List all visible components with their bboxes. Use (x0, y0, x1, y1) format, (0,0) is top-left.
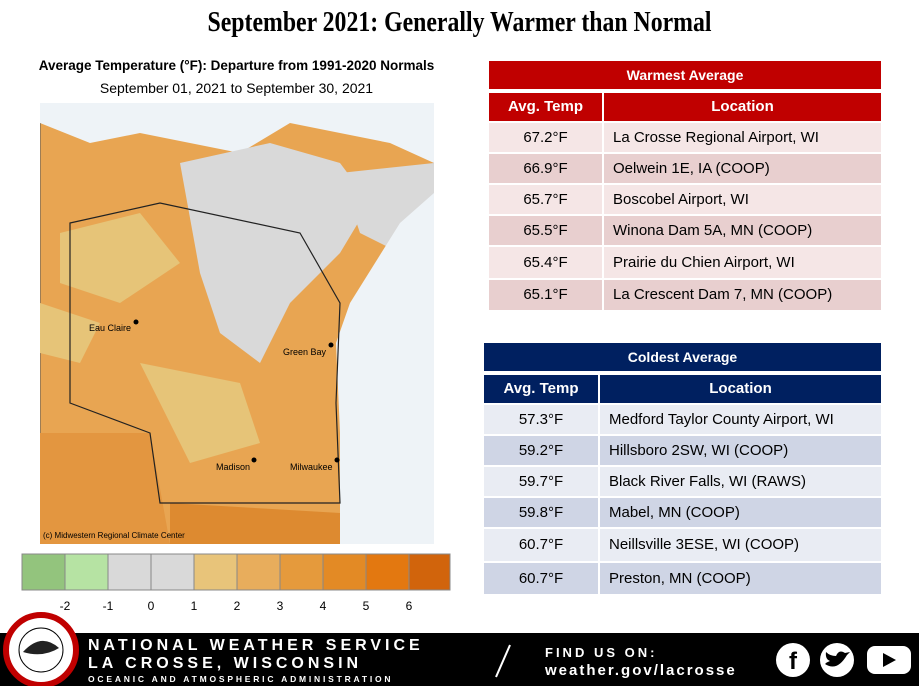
table-row: 66.9°F Oelwein 1E, IA (COOP) (489, 152, 881, 183)
legend-label: -2 (60, 599, 71, 613)
city: Eau Claire (89, 323, 131, 333)
avg-temp: 59.8°F (484, 498, 600, 527)
table-row: 65.7°F Boscobel Airport, WI (489, 183, 881, 214)
legend-label: -1 (103, 599, 114, 613)
col-header: Location (709, 380, 772, 397)
legend-label: 0 (148, 599, 155, 613)
avg-temp: 57.3°F (484, 405, 600, 434)
avg-temp: 65.1°F (489, 280, 604, 310)
location: Mabel, MN (COOP) (609, 504, 740, 521)
warmest-table: Warmest Average Avg. Temp Location 67.2°F… (489, 61, 881, 310)
legend-label: 4 (320, 599, 327, 613)
table-row: 65.1°F La Crescent Dam 7, MN (COOP) (489, 278, 881, 310)
coldest-table: Coldest Average Avg. Temp Location 57.3°F… (484, 343, 881, 594)
location: Black River Falls, WI (RAWS) (609, 473, 806, 490)
avg-temp: 65.4°F (489, 247, 604, 278)
avg-temp: 60.7°F (484, 563, 600, 594)
legend-label: 2 (234, 599, 241, 613)
table-row: 59.8°F Mabel, MN (COOP) (484, 496, 881, 527)
city: Milwaukee (290, 462, 333, 472)
avg-temp: 65.7°F (489, 185, 604, 214)
avg-temp: 59.7°F (484, 467, 600, 496)
table-row: 57.3°F Medford Taylor County Airport, WI (484, 403, 881, 434)
credit: (c) Midwestern Regional Climate Center (43, 531, 185, 540)
table-row: 65.4°F Prairie du Chien Airport, WI (489, 245, 881, 278)
table-row: 67.2°F La Crosse Regional Airport, WI (489, 121, 881, 152)
divider (495, 644, 511, 678)
map-subtitle: September 01, 2021 to September 30, 2021 (99, 80, 374, 96)
avg-temp: 59.2°F (484, 436, 600, 465)
location: Neillsville 3ESE, WI (COOP) (609, 536, 800, 553)
legend-label: 6 (406, 599, 413, 613)
nws-logo (3, 612, 79, 686)
location: Winona Dam 5A, MN (COOP) (613, 222, 813, 239)
title: September 2021: Generally Warmer than No… (207, 6, 712, 38)
map: Eau Claire Green Bay Madison Milwaukee (… (40, 103, 434, 544)
table-title: Warmest Average (489, 61, 881, 89)
location: La Crescent Dam 7, MN (COOP) (613, 286, 833, 303)
avg-temp: 60.7°F (484, 529, 600, 561)
table-row: 60.7°F Neillsville 3ESE, WI (COOP) (484, 527, 881, 561)
avg-temp: 67.2°F (489, 123, 604, 152)
find-us: FIND US ON: (545, 645, 658, 660)
location: Preston, MN (COOP) (609, 570, 751, 587)
legend: -2 -1 0 1 2 3 4 5 6 (21, 553, 451, 613)
footer: NATIONAL WEATHER SERVICE LA CROSSE, WISC… (0, 633, 919, 686)
col-header: Avg. Temp (484, 375, 600, 403)
col-header: Avg. Temp (489, 93, 604, 121)
city: Madison (216, 462, 250, 472)
social-icons: f (776, 643, 911, 677)
agency: NATIONAL WEATHER SERVICE (88, 637, 424, 654)
legend-label: 5 (363, 599, 370, 613)
location: Prairie du Chien Airport, WI (613, 254, 795, 271)
url: weather.gov/lacrosse (545, 662, 737, 679)
location: Medford Taylor County Airport, WI (609, 411, 834, 428)
table-title: Coldest Average (484, 343, 881, 371)
table-row: 59.7°F Black River Falls, WI (RAWS) (484, 465, 881, 496)
svg-text:f: f (789, 648, 798, 675)
col-header: Location (711, 98, 774, 115)
city: Green Bay (283, 347, 327, 357)
table-row: 59.2°F Hillsboro 2SW, WI (COOP) (484, 434, 881, 465)
parent: OCEANIC AND ATMOSPHERIC ADMINISTRATION (88, 674, 394, 684)
legend-label: 1 (191, 599, 198, 613)
table-row: 60.7°F Preston, MN (COOP) (484, 561, 881, 594)
avg-temp: 66.9°F (489, 154, 604, 183)
table-row: 65.5°F Winona Dam 5A, MN (COOP) (489, 214, 881, 245)
location: Oelwein 1E, IA (COOP) (613, 160, 770, 177)
location: Boscobel Airport, WI (613, 191, 749, 208)
avg-temp: 65.5°F (489, 216, 604, 245)
location: La Crosse Regional Airport, WI (613, 129, 819, 146)
office: LA CROSSE, WISCONSIN (88, 655, 363, 672)
legend-label: 3 (277, 599, 284, 613)
map-title: Average Temperature (°F): Departure from… (38, 58, 435, 73)
location: Hillsboro 2SW, WI (COOP) (609, 442, 789, 459)
